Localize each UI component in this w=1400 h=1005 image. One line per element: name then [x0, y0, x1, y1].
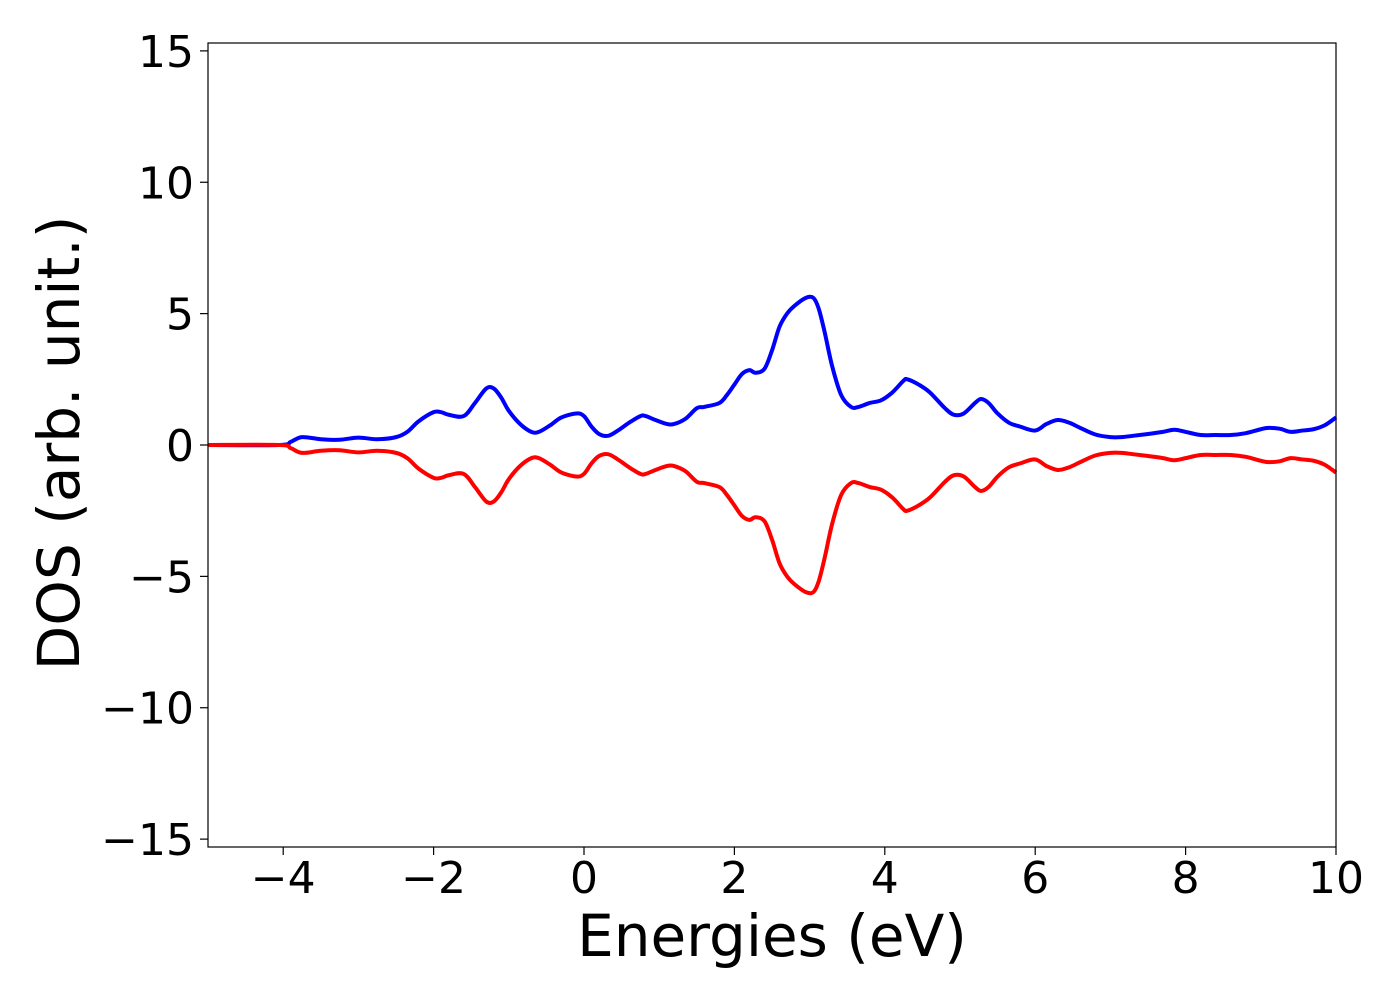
- x-tick-label: 4: [871, 853, 899, 904]
- x-tick-label: 10: [1308, 853, 1364, 904]
- x-tick-label: 8: [1172, 853, 1200, 904]
- y-tick-label: 0: [166, 421, 194, 472]
- x-tick-label: −2: [401, 853, 466, 904]
- x-tick-label: 6: [1021, 853, 1049, 904]
- series-layer: [207, 294, 1338, 596]
- y-tick-label: 5: [166, 290, 194, 341]
- y-axis-label: DOS (arb. unit.): [25, 216, 93, 671]
- plot-frame: [207, 42, 1337, 848]
- x-tick-label: 0: [570, 853, 598, 904]
- y-tick-label: −5: [129, 552, 194, 603]
- x-tick-label: 2: [720, 853, 748, 904]
- dos-series-up: [207, 294, 1338, 448]
- y-tick-label: −10: [101, 684, 194, 735]
- x-tick-label: −4: [251, 853, 316, 904]
- ticks-layer: −4 −2 0 2 4 6 8 10 −15 −10 −5 0 5 10 15: [101, 27, 1364, 904]
- dos-series-down: [207, 442, 1338, 596]
- y-tick-label: −15: [101, 815, 194, 866]
- y-tick-label: 10: [138, 158, 194, 209]
- x-axis-label: Energies (eV): [577, 902, 967, 970]
- y-tick-label: 15: [138, 27, 194, 78]
